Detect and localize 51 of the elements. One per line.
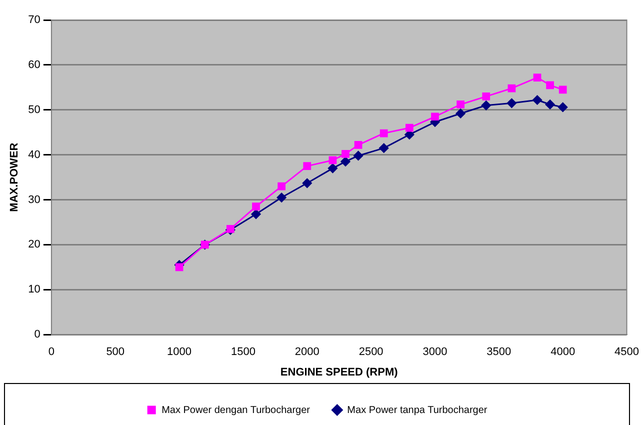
y-tick-label: 40 <box>28 148 40 161</box>
y-tick-label: 30 <box>28 194 40 206</box>
point <box>303 162 312 170</box>
y-axis-title: MAX.POWER <box>8 142 21 212</box>
point <box>533 74 542 82</box>
point <box>481 100 491 110</box>
point <box>328 164 338 174</box>
point <box>546 81 554 90</box>
y-tick-label: 50 <box>28 104 40 116</box>
y-tick-label: 60 <box>28 58 40 71</box>
y-tick-label: 70 <box>28 14 40 26</box>
y-tick-label: 20 <box>28 238 40 251</box>
point <box>278 182 286 190</box>
point <box>354 141 362 149</box>
y-tick-label: 0 <box>34 328 40 341</box>
point <box>340 156 350 166</box>
point <box>342 150 350 158</box>
point <box>302 178 312 188</box>
x-tick-label: 4000 <box>550 346 576 358</box>
legend-label: Max Power dengan Turbocharger <box>162 404 311 416</box>
x-tick-label: 3000 <box>422 346 448 358</box>
point <box>328 156 337 164</box>
point <box>252 202 260 210</box>
point <box>251 209 261 219</box>
point <box>380 129 388 138</box>
point <box>379 143 389 153</box>
x-tick-label: 1000 <box>167 346 192 358</box>
point <box>506 98 516 108</box>
point <box>175 263 184 272</box>
point <box>545 100 555 110</box>
point <box>558 86 567 94</box>
point <box>558 102 568 112</box>
y-tick-label: 10 <box>28 284 40 296</box>
x-tick-label: 2000 <box>294 346 320 358</box>
point <box>508 84 516 92</box>
x-axis-title: ENGINE SPEED (RPM) <box>280 366 398 378</box>
point <box>456 108 466 118</box>
point <box>431 112 439 121</box>
point <box>405 124 414 132</box>
point <box>456 100 464 108</box>
point <box>532 95 542 105</box>
x-tick-label: 4500 <box>614 346 640 358</box>
point <box>276 192 286 202</box>
legend-label: Max Power tanpa Turbocharger <box>347 404 488 416</box>
point <box>482 92 490 100</box>
x-tick-label: 2500 <box>358 346 384 358</box>
x-tick-label: 1500 <box>230 346 256 358</box>
point <box>354 150 364 160</box>
x-tick-label: 500 <box>106 346 125 358</box>
x-tick-label: 3500 <box>486 346 512 358</box>
x-tick-label: 0 <box>48 346 54 358</box>
